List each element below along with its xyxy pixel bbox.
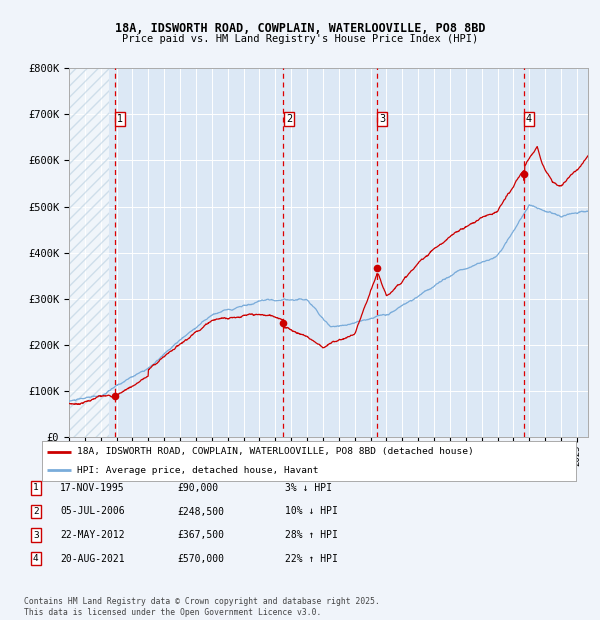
Text: 4: 4: [526, 114, 532, 124]
Text: 22-MAY-2012: 22-MAY-2012: [60, 530, 125, 540]
Text: 05-JUL-2006: 05-JUL-2006: [60, 507, 125, 516]
Text: £90,000: £90,000: [177, 483, 218, 493]
Text: Contains HM Land Registry data © Crown copyright and database right 2025.
This d: Contains HM Land Registry data © Crown c…: [24, 598, 380, 617]
Text: 1: 1: [117, 114, 123, 124]
Text: Price paid vs. HM Land Registry's House Price Index (HPI): Price paid vs. HM Land Registry's House …: [122, 34, 478, 44]
Text: 2: 2: [286, 114, 292, 124]
Text: 28% ↑ HPI: 28% ↑ HPI: [285, 530, 338, 540]
Text: 3: 3: [33, 531, 39, 539]
Text: 18A, IDSWORTH ROAD, COWPLAIN, WATERLOOVILLE, PO8 8BD: 18A, IDSWORTH ROAD, COWPLAIN, WATERLOOVI…: [115, 22, 485, 35]
Text: 3% ↓ HPI: 3% ↓ HPI: [285, 483, 332, 493]
Text: HPI: Average price, detached house, Havant: HPI: Average price, detached house, Hava…: [77, 466, 318, 475]
Text: 22% ↑ HPI: 22% ↑ HPI: [285, 554, 338, 564]
Text: 2: 2: [33, 507, 39, 516]
Text: 18A, IDSWORTH ROAD, COWPLAIN, WATERLOOVILLE, PO8 8BD (detached house): 18A, IDSWORTH ROAD, COWPLAIN, WATERLOOVI…: [77, 447, 473, 456]
Text: 20-AUG-2021: 20-AUG-2021: [60, 554, 125, 564]
Bar: [69, 68, 109, 437]
Text: £367,500: £367,500: [177, 530, 224, 540]
Text: 1: 1: [33, 484, 39, 492]
Text: 10% ↓ HPI: 10% ↓ HPI: [285, 507, 338, 516]
Text: 3: 3: [379, 114, 385, 124]
Text: £248,500: £248,500: [177, 507, 224, 516]
Text: 17-NOV-1995: 17-NOV-1995: [60, 483, 125, 493]
Text: £570,000: £570,000: [177, 554, 224, 564]
Text: 4: 4: [33, 554, 39, 563]
